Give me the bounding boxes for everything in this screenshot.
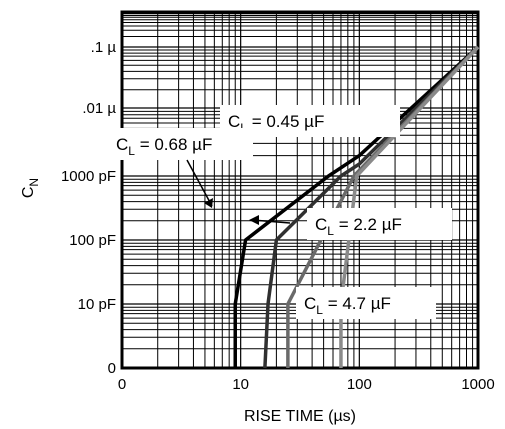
y-tick-label: 1000 pF	[61, 168, 116, 185]
series-lines	[233, 45, 480, 369]
y-tick-label: .01 µ	[82, 100, 116, 117]
series-line	[233, 45, 480, 368]
series-label-bg	[296, 287, 436, 319]
y-tick-label: 100 pF	[69, 232, 116, 249]
x-axis-title: RISE TIME (µs)	[244, 408, 356, 425]
arrow-head	[204, 198, 213, 208]
y-tick-label: .1 µ	[91, 39, 117, 56]
y-tick-label: 0	[108, 360, 116, 377]
x-tick-label: 1000	[461, 376, 494, 393]
series-line	[339, 45, 480, 368]
plot-frame	[120, 10, 480, 370]
series-label-bg	[108, 128, 253, 160]
arrow-head	[249, 215, 259, 225]
series-label: CL = 0.68 µF	[116, 135, 212, 158]
series-label: CL = 2.2 µF	[315, 215, 402, 238]
plot-border	[120, 10, 480, 370]
series-label-bg	[307, 208, 452, 240]
series-line	[286, 45, 480, 368]
x-tick-label: 0	[118, 376, 126, 393]
series-label: CL = 4.7 µF	[304, 294, 391, 317]
y-axis-title: CN	[20, 178, 41, 198]
x-tick-label: 100	[347, 376, 372, 393]
y-tick-label: 10 pF	[78, 296, 116, 313]
x-tick-label: 10	[232, 376, 249, 393]
arrow-line	[186, 159, 213, 207]
tick-labels: 0 10 100 1000 0 10 pF 100 pF 1000 pF .01 µ .1 µ	[61, 39, 495, 393]
